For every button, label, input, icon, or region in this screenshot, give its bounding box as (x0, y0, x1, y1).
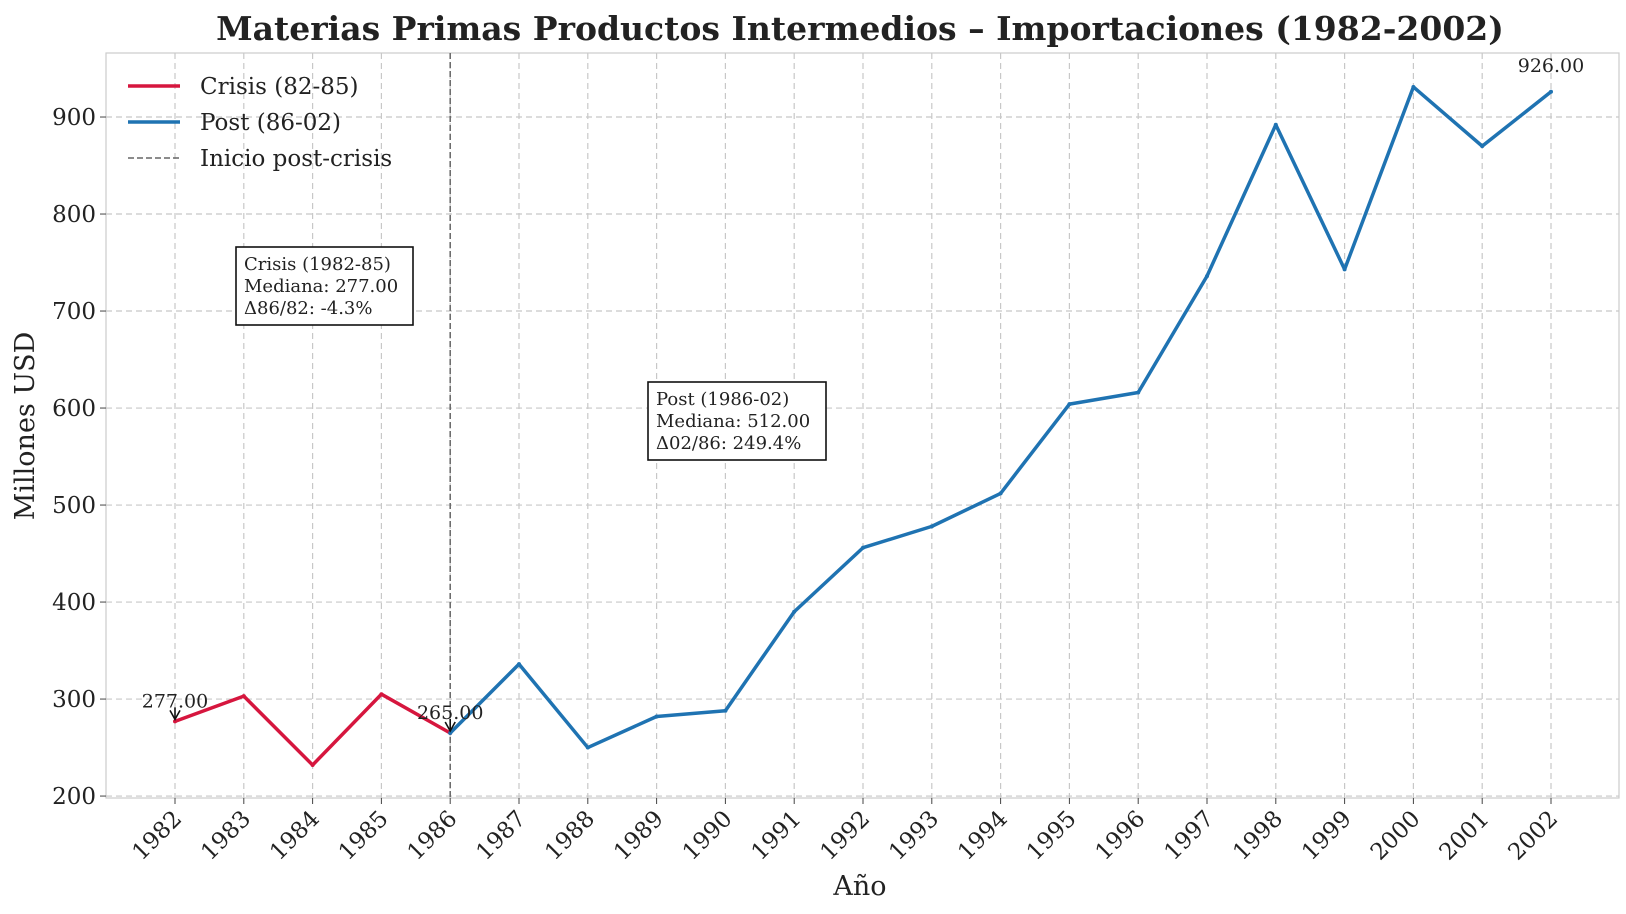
legend-label: Inicio post-crisis (200, 146, 392, 172)
y-tick-label: 400 (52, 590, 96, 616)
data-point (1136, 390, 1141, 395)
annotation-line: Δ86/82: -4.3% (244, 298, 372, 319)
data-point (310, 763, 315, 768)
point-label-arrow (169, 709, 181, 722)
y-tick-label: 200 (52, 784, 96, 810)
x-tick-label: 1986 (403, 806, 463, 866)
point-label: 277.00 (142, 690, 208, 712)
x-tick-label: 1987 (471, 806, 531, 866)
x-tick-label: 2000 (1366, 806, 1426, 866)
annotation-frame (647, 381, 827, 461)
annotation-line: Δ02/86: 249.4% (656, 433, 801, 454)
x-axis-label: Año (832, 871, 886, 902)
chart-title: Materias Primas Productos Intermedios – … (216, 9, 1504, 48)
x-tick-label: 2001 (1435, 806, 1495, 866)
series-post (448, 84, 1553, 750)
y-axis-label: Millones USD (10, 332, 41, 521)
point-label: 265.00 (417, 702, 483, 724)
data-point (585, 745, 590, 750)
series-crisis (173, 692, 453, 768)
x-tick-label: 1992 (815, 806, 875, 866)
data-point (1342, 267, 1347, 272)
x-tick-label: 1991 (747, 806, 807, 866)
point-label: 926.00 (1518, 55, 1584, 77)
x-tick-label: 1983 (196, 806, 256, 866)
data-point (241, 694, 246, 699)
data-point (1205, 274, 1209, 279)
annotation-line: Post (1986-02) (656, 389, 789, 410)
x-tick-label: 1990 (678, 806, 738, 866)
y-tick-label: 500 (52, 493, 96, 519)
data-point (654, 714, 659, 719)
x-tick-label: 1994 (953, 806, 1013, 866)
annotation-line: Crisis (1982-85) (244, 254, 391, 275)
point-labels: 277.00 265.00 926.00 (142, 55, 1584, 733)
x-tick-label: 1998 (1228, 806, 1288, 866)
x-tick-label: 1995 (1022, 806, 1082, 866)
data-point (998, 491, 1003, 496)
data-point (517, 662, 521, 667)
x-tick-label: 1999 (1297, 806, 1357, 866)
x-tick-label: 1989 (609, 806, 669, 866)
data-point (1480, 144, 1485, 149)
y-tick-label: 700 (52, 299, 96, 325)
data-point (448, 731, 453, 736)
legend-label: Crisis (82-85) (200, 74, 358, 100)
point-label-arrow (444, 721, 456, 733)
y-tick-label: 900 (52, 105, 96, 131)
legend: Crisis (82-85) Post (86-02) Inicio post-cr… (128, 74, 392, 172)
data-point (861, 545, 865, 550)
x-tick-label: 1985 (334, 806, 394, 866)
x-tick-label: 1996 (1091, 806, 1151, 866)
x-tick-label: 1997 (1159, 806, 1219, 866)
data-point (379, 692, 384, 697)
data-point (792, 609, 797, 614)
x-tick-label: 1984 (265, 806, 325, 866)
data-point (929, 524, 934, 529)
y-tick-label: 600 (52, 396, 96, 422)
x-tick-label: 2002 (1503, 806, 1563, 866)
data-point (1411, 84, 1416, 89)
x-tick-label: 1988 (540, 806, 600, 866)
y-tick-label: 800 (52, 202, 96, 228)
data-point (173, 719, 177, 724)
annotation-line: Mediana: 277.00 (244, 276, 398, 297)
x-tick-label: 1993 (884, 806, 944, 866)
legend-label: Post (86-02) (200, 110, 341, 136)
data-point (1273, 122, 1278, 127)
x-tick-label: 1982 (127, 806, 187, 866)
data-point (1067, 402, 1072, 407)
annotation-line: Mediana: 512.00 (656, 411, 810, 432)
y-tick-label: 300 (52, 687, 96, 713)
data-point (723, 708, 728, 713)
data-point (1549, 89, 1553, 94)
annotation-frame (235, 246, 414, 326)
